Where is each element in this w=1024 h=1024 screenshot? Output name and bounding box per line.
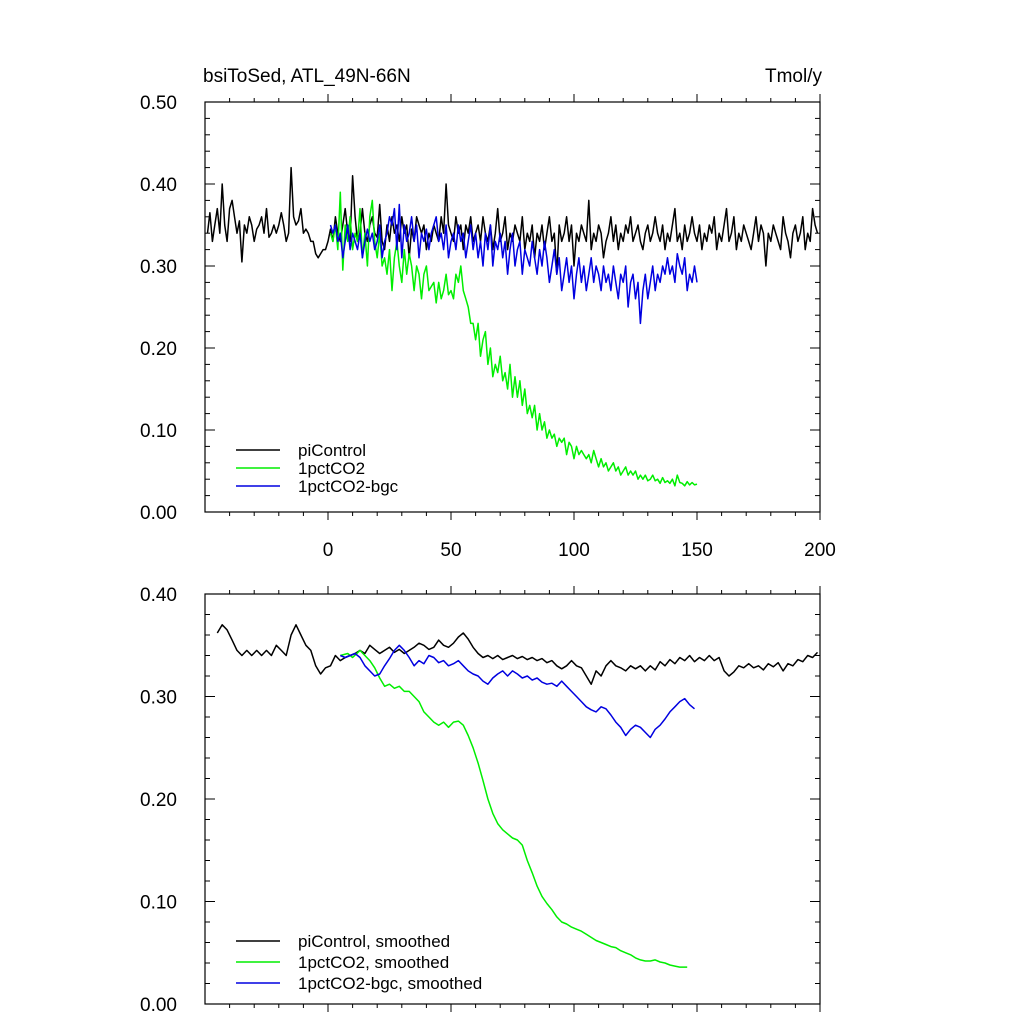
- top-series-line-picontrol: [206, 166, 819, 275]
- top-panel: 0 50 100 150 200 0.00 0.10 0.20 0.30 0.40 0.50 piCo…: [140, 93, 836, 561]
- top-x-tick-label: 200: [804, 540, 836, 561]
- top-x-tick-label: 50: [440, 540, 461, 561]
- bottom-y-ticks: [205, 593, 820, 1005]
- top-panel-title: bsiToSed, ATL_49N-66N: [203, 66, 411, 87]
- bottom-series-line-picontrol-smoothed: [216, 624, 819, 685]
- bottom-y-tick-label: 0.00: [140, 995, 177, 1016]
- bottom-legend-label: 1pctCO2-bgc, smoothed: [298, 974, 482, 993]
- bottom-y-tick-label: 0.20: [140, 790, 177, 811]
- top-x-tick-label: 0: [323, 540, 334, 561]
- top-series-line-1pctco2: [329, 191, 698, 487]
- bottom-legend: piControl, smoothed 1pctCO2, smoothed 1pct…: [236, 932, 482, 993]
- bottom-y-tick-label: 0.30: [140, 688, 177, 709]
- top-series-line-1pctco2-bgc: [329, 203, 698, 325]
- top-panel-units: Tmol/y: [765, 66, 823, 87]
- top-y-tick-label: 0.50: [140, 93, 177, 114]
- bottom-legend-label: 1pctCO2, smoothed: [298, 953, 449, 972]
- bottom-y-tick-label: 0.40: [140, 585, 177, 606]
- bottom-series-line-1pctco2-smoothed: [340, 649, 688, 968]
- bottom-x-ticks: [229, 586, 821, 1012]
- top-y-tick-label: 0.00: [140, 503, 177, 524]
- top-legend-label: 1pctCO2: [298, 459, 365, 478]
- top-plot-frame: [204, 101, 821, 513]
- top-y-tick-label: 0.40: [140, 175, 177, 196]
- top-y-tick-label: 0.10: [140, 421, 177, 442]
- top-x-tick-label: 150: [681, 540, 713, 561]
- bottom-y-tick-label: 0.10: [140, 893, 177, 914]
- top-x-ticks: [229, 94, 821, 520]
- top-x-tick-label: 100: [558, 540, 590, 561]
- bottom-panel: 0.00 0.10 0.20 0.30 0.40 piControl, smoothed 1…: [140, 585, 821, 1016]
- top-y-tick-label: 0.30: [140, 257, 177, 278]
- bottom-legend-label: piControl, smoothed: [298, 932, 450, 951]
- top-legend-label: 1pctCO2-bgc: [298, 477, 399, 496]
- top-y-tick-label: 0.20: [140, 339, 177, 360]
- bottom-series-line-1pctco2-bgc-smoothed: [340, 644, 695, 739]
- top-y-ticks: [205, 101, 820, 513]
- top-legend-label: piControl: [298, 441, 366, 460]
